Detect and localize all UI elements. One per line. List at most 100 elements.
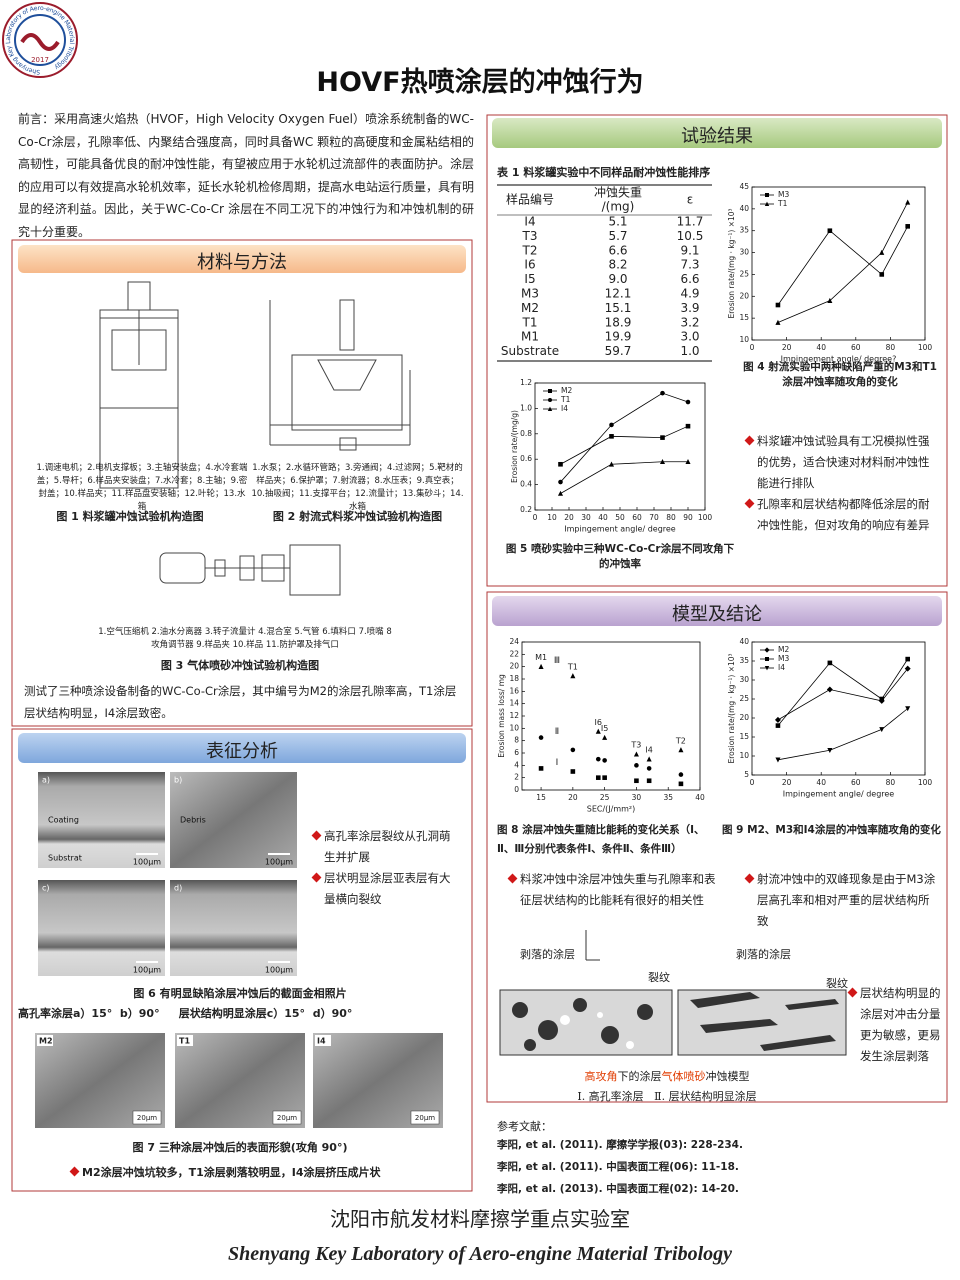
marker: [538, 766, 544, 771]
point-label: T2: [675, 736, 686, 745]
x-tick-label: 80: [886, 778, 896, 787]
footer-en: Shenyang Key Laboratory of Aero-engine M…: [227, 1243, 733, 1265]
scale-label: 20μm: [415, 1114, 435, 1122]
x-tick-label: 40: [816, 778, 826, 787]
marker: [558, 479, 563, 485]
table-cell: 18.9: [605, 315, 632, 329]
bullet-diamond: [507, 873, 518, 884]
table-cell: Substrate: [501, 344, 559, 358]
y-tick-label: 0: [514, 785, 519, 794]
marker: [905, 706, 911, 712]
y-tick-label: 14: [509, 699, 519, 708]
caption-part: 冲蚀模型: [705, 1070, 750, 1083]
x-tick-label: 40: [816, 343, 826, 352]
table-cell: T3: [522, 229, 538, 243]
table-cell: 7.3: [680, 258, 699, 272]
panel-label: Substrat: [48, 854, 82, 863]
marker: [595, 756, 601, 762]
table-header: /(mg): [602, 200, 635, 214]
marker: [602, 734, 608, 740]
x-tick-label: 100: [918, 343, 933, 352]
panel-tag-bg: [37, 1035, 53, 1046]
series-line: [560, 392, 689, 483]
marker: [905, 199, 911, 205]
marker: [764, 647, 770, 653]
x-tick-label: 60: [632, 513, 642, 522]
references-heading: 参考文献：: [497, 1120, 552, 1133]
marker: [827, 748, 833, 754]
y-tick-label: 1.2: [520, 378, 532, 387]
y-tick-label: 15: [739, 313, 749, 322]
bullet-text: 料浆冲蚀中涂层冲蚀失重与孔隙率和表征层状结构的比能耗有很好的相关性: [520, 872, 716, 907]
marker: [570, 673, 576, 679]
scale-label: 20μm: [137, 1114, 157, 1122]
logo-wave: [20, 33, 60, 51]
y-tick-label: 18: [509, 674, 519, 683]
marker: [685, 458, 691, 465]
marker: [879, 249, 885, 255]
y-tick-label: 30: [739, 675, 749, 684]
x-tick-label: 40: [598, 513, 608, 522]
model-label: 剥落的涂层: [520, 947, 575, 961]
x-axis-label: Impingement angle/ degree: [783, 790, 895, 799]
marker: [609, 422, 614, 428]
table-cell: 9.1: [680, 243, 699, 257]
marker: [827, 297, 833, 303]
point-label: I4: [645, 746, 652, 755]
table-cell: 6.6: [680, 272, 699, 286]
x-tick-label: 0: [750, 343, 755, 352]
logo-year: 2017: [31, 56, 49, 64]
marker: [660, 435, 665, 440]
figure-caption: 图 1 料浆罐冲蚀试验机构造图: [56, 510, 204, 523]
model-label: 剥落的涂层: [736, 947, 791, 961]
marker: [765, 657, 769, 661]
marker: [879, 727, 885, 733]
marker: [602, 775, 607, 780]
table-cell: 5.1: [608, 215, 627, 229]
figure-caption: 图 9 M2、M3和I4涂层的冲蚀率随攻角的变化: [722, 824, 941, 836]
marker: [538, 663, 544, 669]
section-heading: 表征分析: [206, 741, 278, 762]
intro-paragraph: 前言：采用高速火焰热（HVOF，High Velocity Oxygen Fue…: [18, 112, 475, 239]
figure-caption: 图 4 射流实验中两种缺陷严重的M3和T1涂层冲蚀率随攻角的变化: [743, 361, 937, 388]
section-box: [11, 728, 473, 1192]
y-tick-label: 40: [739, 204, 749, 213]
figure-legend: 1.空气压缩机 2.油水分离器 3.转子流量计 4.混合室 5.气管 6.填料口…: [98, 627, 392, 650]
table-cell: M2: [521, 301, 539, 315]
bullet-text: 料浆罐冲蚀试验具有工况模拟性强的优势，适合快速对材料耐冲蚀性能进行排队: [757, 434, 930, 490]
model-label: 裂纹: [826, 976, 848, 990]
marker: [678, 781, 684, 787]
marker: [557, 490, 564, 496]
marker: [774, 716, 781, 723]
bullet-text: 层状结构明显的涂层对冲击分量更为敏感，更易发生涂层剥落: [860, 986, 941, 1063]
panel-tag-bg: [315, 1035, 331, 1046]
marker: [775, 757, 781, 763]
y-tick-label: 35: [739, 656, 749, 665]
x-tick-label: 80: [666, 513, 676, 522]
table-cell: 1.0: [680, 344, 699, 358]
panel-label: Coating: [48, 816, 79, 825]
x-tick-label: 15: [536, 793, 546, 802]
scale-box: [410, 1110, 440, 1125]
bullet-text: 高孔率涂层裂纹从孔洞萌生并扩展: [324, 829, 451, 864]
series-label: Ⅱ: [555, 727, 559, 737]
fig6-images: [38, 772, 297, 976]
marker: [595, 728, 601, 734]
marker: [775, 723, 781, 728]
plot-frame: [521, 641, 701, 791]
y-tick-label: 0.6: [520, 454, 532, 463]
fig1-schematic: [99, 281, 179, 489]
marker: [775, 319, 781, 325]
table-cell: T1: [522, 315, 538, 329]
plot-frame: [751, 186, 926, 341]
marker: [633, 751, 639, 757]
caption-part: 气体喷砂: [661, 1070, 706, 1083]
series-line: [777, 202, 909, 323]
y-tick-label: 4: [514, 760, 519, 769]
caption-part: 下的涂层: [617, 1070, 662, 1083]
x-axis-label: SEC/(J/mm²): [587, 805, 636, 814]
series-line: [560, 461, 688, 494]
figure-caption: 图 2 射流式料浆冲蚀试验机构造图: [272, 510, 443, 523]
marker: [685, 399, 691, 405]
